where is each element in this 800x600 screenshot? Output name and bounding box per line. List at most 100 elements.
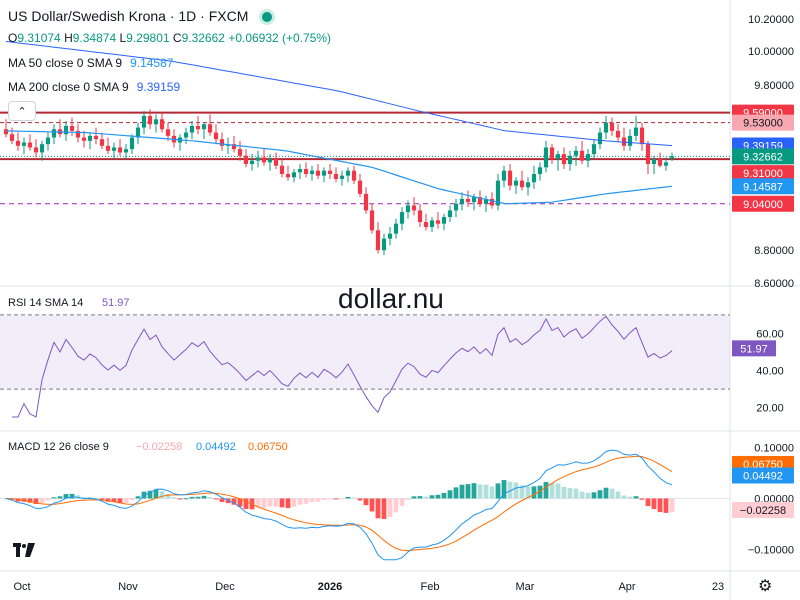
price-tag-level-dash (732, 114, 794, 131)
macd-histogram-bar (207, 497, 213, 499)
time-axis-tick-label: Oct (13, 581, 30, 593)
rsi-line (12, 315, 673, 418)
rsi-legend-value: 51.97 (102, 297, 130, 309)
high-label: H (64, 31, 73, 45)
ma200-legend[interactable]: MA 200 close 0 SMA 9 9.39159 (8, 80, 180, 94)
tradingview-logo-icon[interactable] (8, 537, 40, 563)
price-axis-tick-label: 9.80000 (754, 80, 794, 92)
candle-body (357, 180, 363, 194)
candle-body (21, 142, 27, 146)
candle-body (489, 198, 495, 206)
candle-body (531, 173, 537, 183)
macd-histogram-bar (105, 498, 111, 502)
ma50-value: 9.14587 (130, 56, 174, 70)
price-tag-ma50-label: 9.14587 (743, 181, 783, 193)
macd-histogram-bar (183, 498, 189, 500)
macd-histogram-bar (507, 481, 513, 499)
candle-body (273, 159, 279, 166)
price-axis-tick-label: 8.80000 (754, 245, 794, 257)
candle-body (501, 170, 507, 181)
candle-body (651, 159, 657, 165)
macd-histogram-bar (129, 498, 135, 501)
candle-body (69, 125, 75, 131)
macd-histogram-bar (333, 498, 339, 500)
macd-histogram-bar (303, 498, 309, 504)
candle-body (609, 122, 615, 131)
candle-body (513, 180, 519, 186)
macd-histogram-bar (201, 495, 207, 499)
macd-histogram-bar (153, 489, 159, 499)
macd-tag-macd-label: 0.04492 (743, 470, 783, 482)
candle-body (15, 140, 21, 146)
macd-histogram-bar (345, 496, 351, 499)
macd-histogram-bar (435, 494, 441, 499)
ma200-name: MA 200 close 0 SMA 9 (8, 80, 129, 94)
candle-body (75, 130, 81, 138)
high-value: 9.34874 (72, 31, 117, 45)
candle-body (441, 217, 447, 224)
candle-body (249, 160, 255, 165)
candle-body (495, 180, 501, 206)
macd-histogram-bar (213, 498, 219, 500)
collapse-legend-button[interactable]: ⌃ (8, 101, 36, 121)
candle-body (237, 149, 243, 156)
macd-histogram-bar (195, 496, 201, 499)
candle-body (573, 150, 579, 156)
symbol-title[interactable]: US Dollar/Swedish Krona · 1D · FXCM (8, 8, 273, 24)
candle-body (579, 150, 585, 161)
candle-body (207, 124, 213, 133)
time-axis-tick-label: Mar (516, 581, 535, 593)
macd-histogram-bar (651, 498, 657, 510)
candle-body (519, 180, 525, 188)
candle-body (639, 127, 645, 145)
macd-histogram-bar (549, 482, 555, 499)
price-tag-level-bottom (732, 165, 794, 182)
close-label: C (172, 31, 182, 45)
time-axis-tick-label: 2026 (318, 581, 342, 593)
candle-body (33, 147, 39, 153)
macd-histogram-bar (33, 498, 39, 505)
ma50-line (5, 130, 673, 205)
candle-body (387, 233, 393, 239)
candle-body (393, 223, 399, 234)
candle-body (321, 170, 327, 176)
macd-histogram-bar (219, 498, 225, 502)
macd-histogram-bar (243, 498, 249, 510)
ma200-line (5, 40, 673, 147)
candle-body (363, 193, 369, 211)
macd-histogram-bar (291, 498, 297, 507)
ohlc-legend: O9.31074 H9.34874 L9.29801 C9.32662 +0.0… (8, 31, 331, 45)
macd-histogram-bar (267, 498, 273, 507)
close-value: 9.32662 (181, 31, 225, 45)
candle-body (147, 115, 153, 125)
gear-icon[interactable]: ⚙ (758, 578, 773, 595)
open-value: 9.31074 (17, 31, 61, 45)
candle-body (231, 144, 237, 150)
macd-histogram-bar (63, 494, 69, 499)
macd-histogram-bar (81, 496, 87, 499)
candle-body (603, 122, 609, 133)
macd-tag-hist (732, 501, 794, 518)
low-value: 9.29801 (126, 31, 170, 45)
macd-histogram-bar (483, 484, 489, 499)
macd-histogram-bar (237, 498, 243, 507)
macd-histogram-bar (465, 484, 471, 499)
macd-histogram-bar (423, 496, 429, 499)
macd-histogram-bar (417, 496, 423, 499)
ma50-legend[interactable]: MA 50 close 0 SMA 9 9.14587 (8, 56, 173, 70)
candle-body (309, 170, 315, 174)
macd-histogram-bar (447, 490, 453, 499)
price-axis-tick-label: 10.20000 (748, 14, 794, 26)
macd-histogram-bar (453, 487, 459, 499)
macd-histogram-bar (375, 498, 381, 519)
time-axis-tick-label: Apr (618, 581, 635, 593)
candle-body (381, 238, 387, 251)
candle-body (411, 205, 417, 211)
macd-histogram-bar (381, 498, 387, 519)
macd-histogram-bar (513, 482, 519, 499)
candle-body (417, 210, 423, 223)
macd-histogram-bar (255, 498, 261, 509)
macd-histogram-bar (87, 497, 93, 499)
